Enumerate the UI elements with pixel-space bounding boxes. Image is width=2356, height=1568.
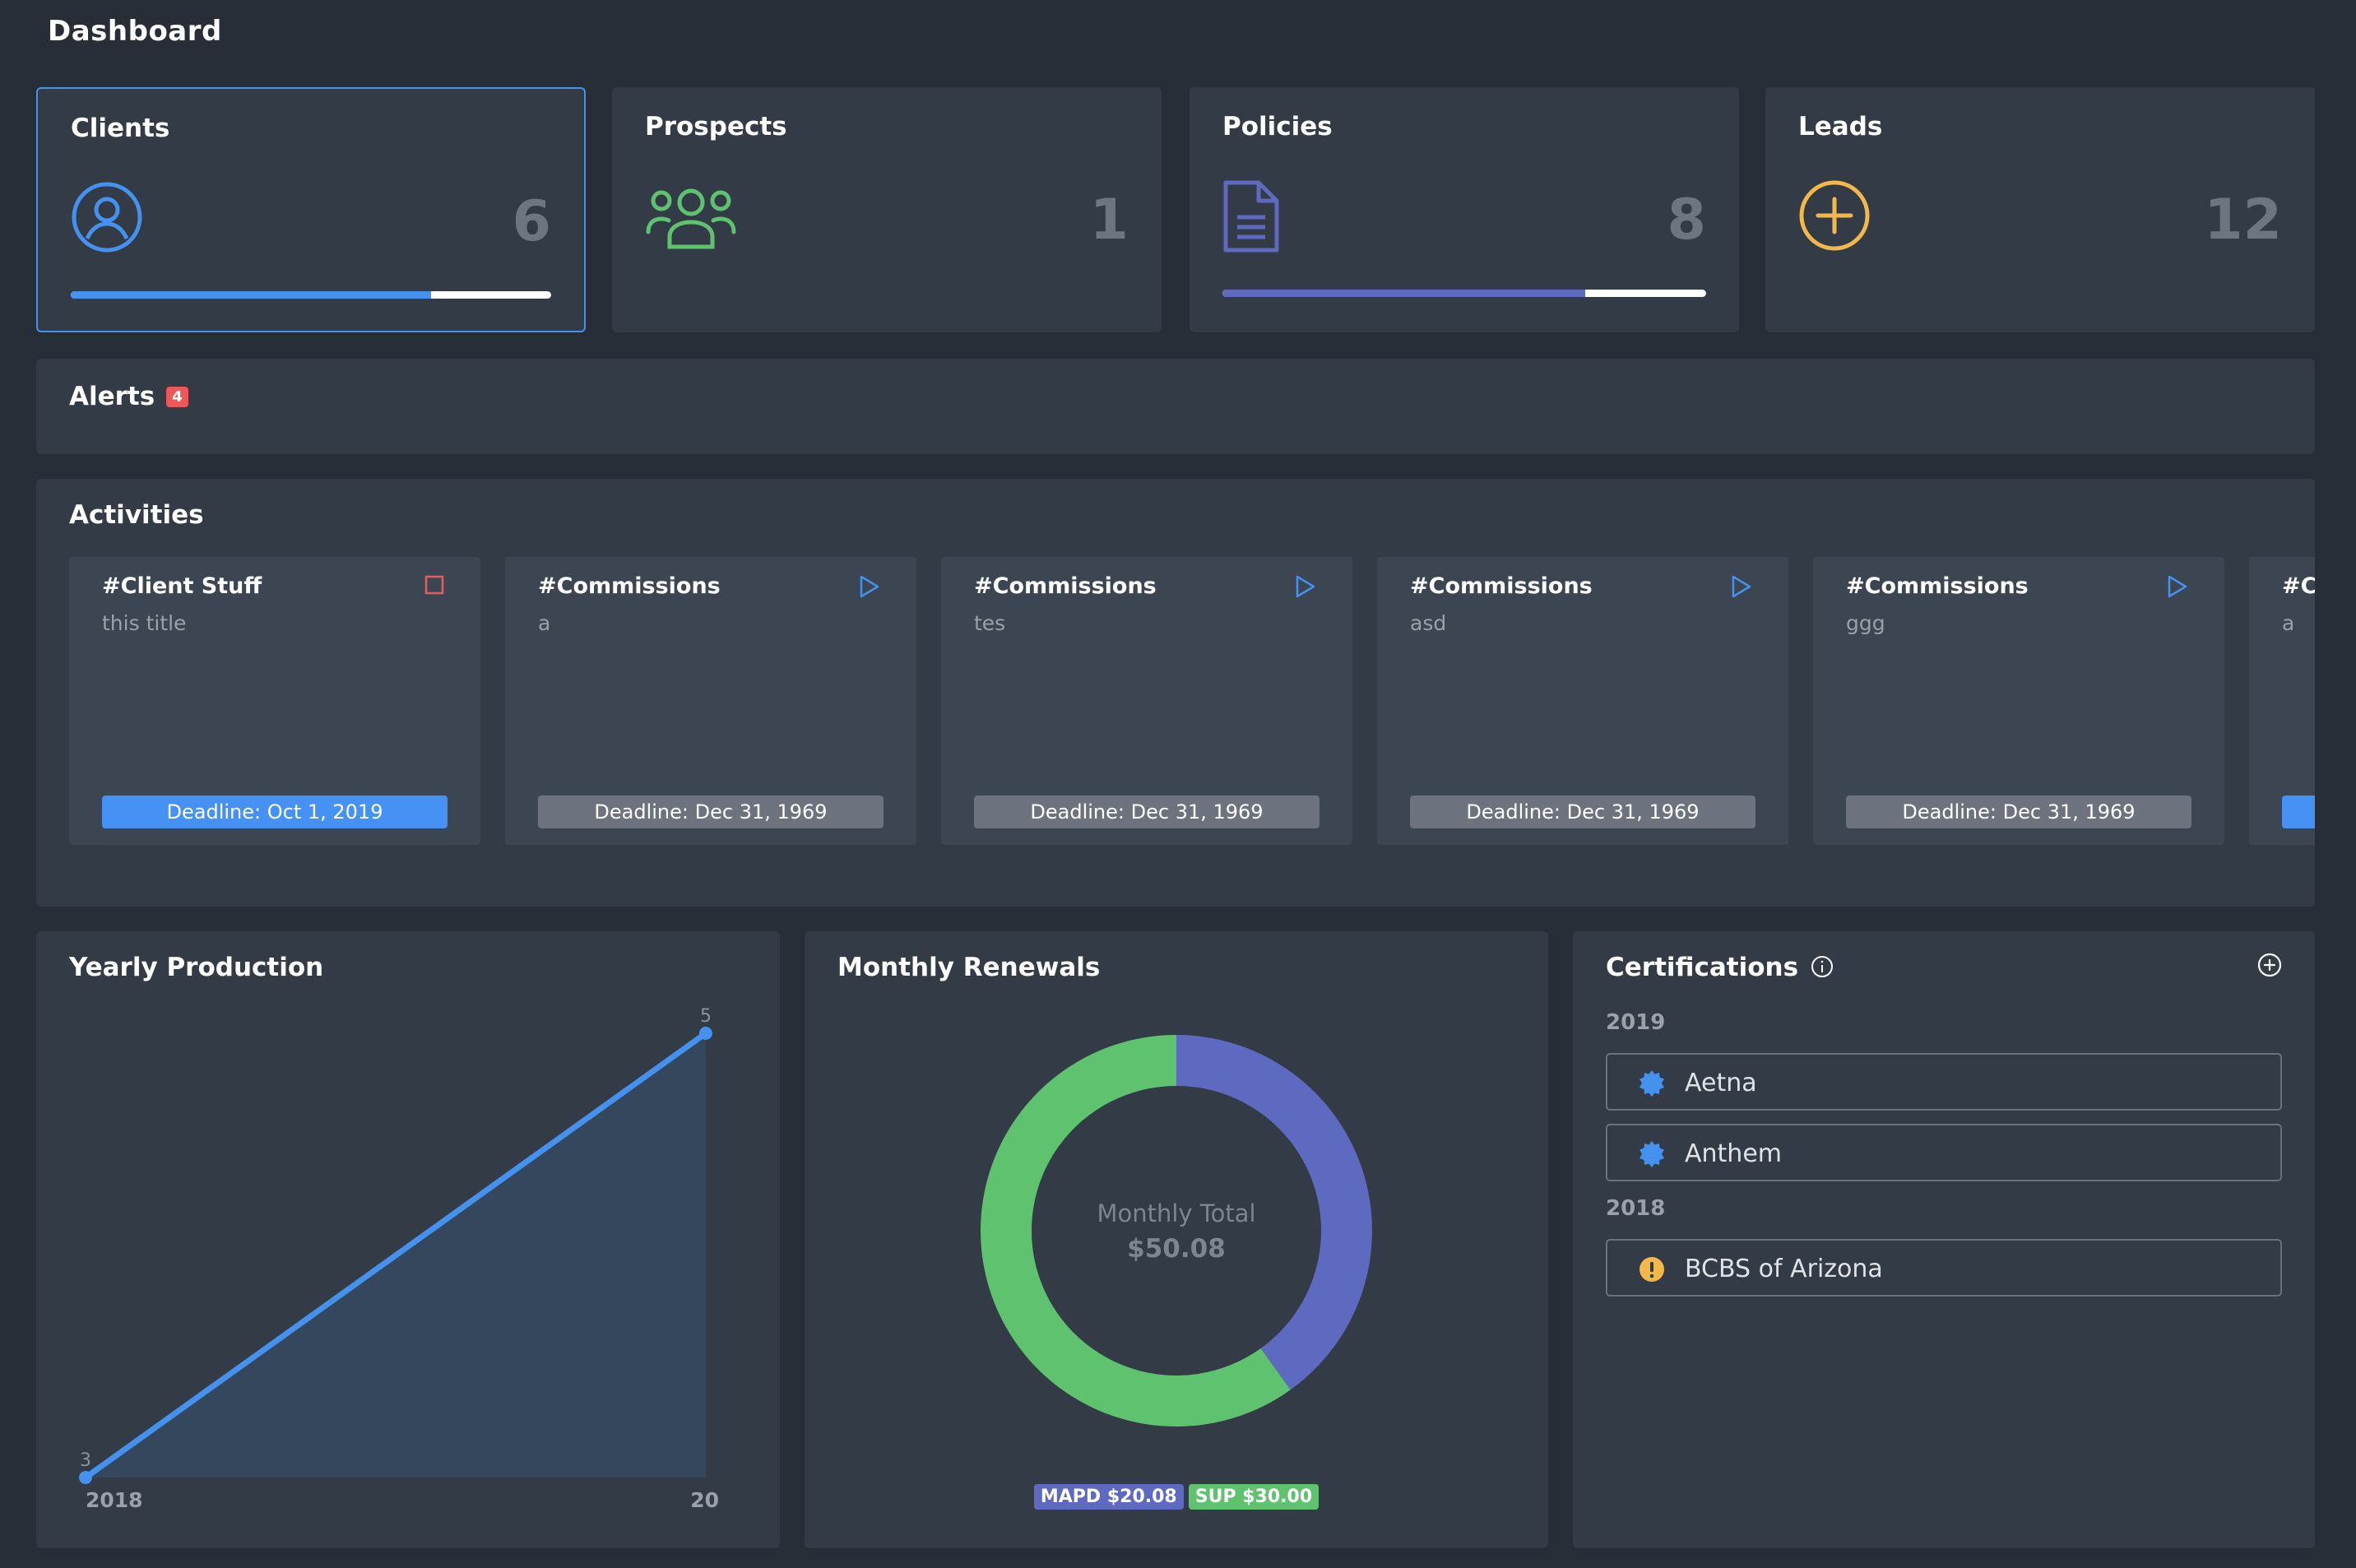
activity-tag: #Commissions: [538, 573, 721, 599]
warning-circle-icon: [1639, 1256, 1665, 1286]
activity-deadline: Deadline: Dec 31, 1969: [1410, 796, 1755, 828]
verified-badge-icon: [1639, 1070, 1665, 1100]
activity-deadline: [2282, 796, 2315, 828]
monthly-renewals-title: Monthly Renewals: [837, 953, 1101, 982]
policies-progress-fill: [1222, 290, 1585, 297]
alerts-count-badge: 4: [166, 387, 188, 407]
prospects-card[interactable]: Prospects 1: [612, 87, 1162, 332]
policies-title: Policies: [1222, 112, 1333, 141]
alerts-panel[interactable]: Alerts 4: [36, 359, 2315, 454]
document-icon: [1222, 179, 1280, 257]
add-certification-icon[interactable]: [2257, 953, 2282, 981]
clients-title: Clients: [71, 114, 170, 143]
activity-card[interactable]: #Client Stuff this title Deadline: Oct 1…: [69, 557, 480, 845]
activity-deadline: Deadline: Dec 31, 1969: [974, 796, 1319, 828]
donut-center-label: Monthly Total: [1097, 1199, 1256, 1227]
activity-description: this title: [102, 611, 187, 635]
activity-description: asd: [1410, 611, 1447, 635]
certifications-title: Certifications: [1606, 953, 1799, 982]
cert-name: BCBS of Arizona: [1685, 1255, 1883, 1283]
activity-description: ggg: [1846, 611, 1885, 635]
page-title: Dashboard: [48, 15, 222, 48]
monthly-renewals-donut: [981, 1035, 1372, 1427]
data-label: 5: [700, 1006, 712, 1027]
stop-square-icon[interactable]: [424, 575, 444, 598]
activity-tag: #Commissions: [1846, 573, 2029, 599]
data-point: [699, 1027, 712, 1040]
activity-description: a: [538, 611, 551, 635]
user-circle-icon: [71, 181, 143, 257]
cert-item-aetna[interactable]: Aetna: [1606, 1053, 2282, 1111]
leads-count: 12: [2204, 188, 2282, 253]
cert-item-bcbs-arizona[interactable]: BCBS of Arizona: [1606, 1239, 2282, 1297]
activity-description: a: [2282, 611, 2295, 635]
activity-card[interactable]: #Commissions tes Deadline: Dec 31, 1969: [941, 557, 1352, 845]
yearly-production-title: Yearly Production: [69, 953, 324, 982]
cert-name: Aetna: [1685, 1069, 1757, 1097]
activities-carousel[interactable]: #Client Stuff this title Deadline: Oct 1…: [69, 557, 2315, 845]
activity-description: tes: [974, 611, 1006, 635]
play-icon[interactable]: [1295, 575, 1316, 601]
monthly-renewals-panel: Monthly Renewals Monthly Total $50.08 MA…: [805, 931, 1548, 1548]
prospects-title: Prospects: [645, 112, 787, 141]
activity-tag: #Commissions: [974, 573, 1157, 599]
cert-year-2018: 2018: [1606, 1196, 1666, 1221]
policies-card[interactable]: Policies 8: [1190, 87, 1739, 332]
clients-card[interactable]: Clients 6: [36, 87, 586, 332]
activity-deadline: Deadline: Oct 1, 2019: [102, 796, 448, 828]
donut-slice-mapd: [1176, 1035, 1372, 1390]
plus-circle-icon: [1798, 179, 1871, 255]
donut-slice-sup: [981, 1035, 1291, 1427]
cert-item-anthem[interactable]: Anthem: [1606, 1124, 2282, 1181]
certifications-title-row: Certifications: [1606, 953, 1834, 985]
play-icon[interactable]: [2167, 575, 2188, 601]
data-label: 3: [80, 1450, 91, 1471]
activity-card[interactable]: #Commissions ggg Deadline: Dec 31, 1969: [1813, 557, 2224, 845]
users-group-icon: [645, 179, 737, 255]
activity-card[interactable]: #Commissions asd Deadline: Dec 31, 1969: [1377, 557, 1788, 845]
play-icon[interactable]: [1731, 575, 1752, 601]
cert-year-2019: 2019: [1606, 1010, 1666, 1035]
alerts-title: Alerts: [69, 382, 155, 411]
activity-tag: #Client Stuff: [102, 573, 262, 599]
play-icon[interactable]: [859, 575, 880, 601]
info-icon[interactable]: [1811, 955, 1834, 985]
clients-count: 6: [512, 189, 551, 254]
activity-card[interactable]: #Commissions a: [2249, 557, 2315, 845]
policies-count: 8: [1667, 188, 1706, 253]
policies-progress-bar: [1222, 290, 1706, 297]
x-tick-label: 2018: [86, 1488, 143, 1512]
activity-tag: #Commissions: [2282, 573, 2315, 599]
leads-card[interactable]: Leads 12: [1765, 87, 2315, 332]
yearly-production-chart: 3 2018 5 20: [79, 1006, 719, 1512]
alerts-title-row: Alerts 4: [69, 382, 188, 411]
verified-badge-icon: [1639, 1141, 1665, 1171]
cert-name: Anthem: [1685, 1139, 1782, 1168]
activity-tag: #Commissions: [1410, 573, 1593, 599]
clients-progress-fill: [71, 291, 431, 299]
clients-progress-bar: [71, 291, 551, 299]
data-point: [79, 1471, 92, 1484]
renewals-legend: MAPD $20.08 SUP $30.00: [805, 1484, 1548, 1510]
yearly-production-panel: Yearly Production 3 2018 5 20: [36, 931, 780, 1548]
activities-panel: Activities #Client Stuff this title Dead…: [36, 479, 2315, 907]
leads-title: Leads: [1798, 112, 1883, 141]
series-line: [82, 1030, 709, 1481]
activity-card[interactable]: #Commissions a Deadline: Dec 31, 1969: [505, 557, 916, 845]
legend-mapd: MAPD $20.08: [1033, 1484, 1184, 1510]
donut-center-value: $50.08: [1127, 1234, 1226, 1264]
prospects-count: 1: [1089, 188, 1129, 253]
activities-title: Activities: [69, 500, 204, 530]
activity-deadline: Deadline: Dec 31, 1969: [1846, 796, 2191, 828]
certifications-panel: Certifications 2019 Aetna Anthem 2018 BC…: [1573, 931, 2315, 1548]
activity-deadline: Deadline: Dec 31, 1969: [538, 796, 884, 828]
x-tick-label: 20: [690, 1488, 719, 1512]
legend-sup: SUP $30.00: [1188, 1484, 1319, 1510]
